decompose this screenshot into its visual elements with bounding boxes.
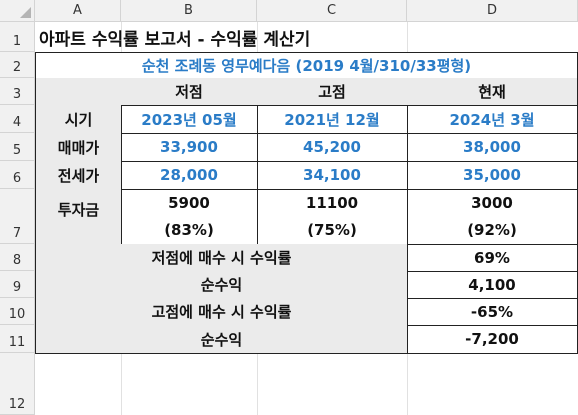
gridline [407,22,408,52]
period-high-cell[interactable]: 2021년 12월 [257,105,408,134]
net-profit-high-value-cell[interactable]: -7,200 [407,325,578,354]
investment-now-value: 3000 [471,193,513,212]
buy-low-return-value-cell[interactable]: 69% [407,244,578,272]
row-header-3[interactable]: 3 [0,78,35,105]
buy-high-return-label-cell[interactable]: 고점에 매수 시 수익률 [35,298,408,326]
row-header-10[interactable]: 10 [0,298,35,325]
investment-high-value: 11100 [305,193,359,212]
sale-price-now-cell[interactable]: 38,000 [407,133,578,162]
investment-label-cell[interactable]: 투자금 [35,189,122,245]
select-all-triangle-icon [20,7,31,18]
investment-low-value: 5900 [168,193,210,212]
empty-header-cell[interactable] [35,78,122,106]
investment-now-ratio: (92%) [467,221,517,240]
gridline [121,353,122,415]
header-now-cell[interactable]: 현재 [407,78,578,106]
column-header-d[interactable]: D [407,0,578,22]
jeonse-label-cell[interactable]: 전세가 [35,161,122,190]
column-header-c[interactable]: C [257,0,407,22]
sale-price-high-cell[interactable]: 45,200 [257,133,408,162]
row-header-4[interactable]: 4 [0,105,35,133]
column-header-a[interactable]: A [35,0,121,22]
net-profit-low-label-cell[interactable]: 순수익 [35,271,408,299]
row-header-7[interactable]: 7 [0,189,35,244]
row-header-12[interactable]: 12 [0,353,35,415]
buy-high-return-value-cell[interactable]: -65% [407,298,578,326]
net-profit-high-label-cell[interactable]: 순수익 [35,325,408,354]
header-low-cell[interactable]: 저점 [121,78,258,106]
sale-price-low-cell[interactable]: 33,900 [121,133,258,162]
jeonse-high-cell[interactable]: 34,100 [257,161,408,190]
jeonse-low-cell[interactable]: 28,000 [121,161,258,190]
row-header-11[interactable]: 11 [0,325,35,353]
row-header-9[interactable]: 9 [0,271,35,298]
gridline [257,353,258,415]
column-header-b[interactable]: B [121,0,257,22]
period-now-cell[interactable]: 2024년 3월 [407,105,578,134]
net-profit-low-value-cell[interactable]: 4,100 [407,271,578,299]
jeonse-now-cell[interactable]: 35,000 [407,161,578,190]
select-all-corner[interactable] [0,0,35,22]
row-header-8[interactable]: 8 [0,244,35,271]
investment-label: 투자금 [57,201,100,219]
investment-now-cell[interactable]: 3000 (92%) [407,189,578,245]
investment-high-ratio: (75%) [307,221,357,240]
gridline [407,353,408,415]
row-header-1[interactable]: 1 [0,22,35,52]
report-title-cell[interactable]: 아파트 수익률 보고서 - 수익률 계산기 [39,29,311,50]
gridline [257,22,258,52]
investment-low-ratio: (83%) [164,221,214,240]
investment-low-cell[interactable]: 5900 (83%) [121,189,258,245]
sale-price-label-cell[interactable]: 매매가 [35,133,122,162]
apartment-subtitle-cell[interactable]: 순천 조례동 영무예다음 (2019 4월/310/33평형) [35,52,578,79]
gridline [121,22,122,52]
period-low-cell[interactable]: 2023년 05월 [121,105,258,134]
row-header-6[interactable]: 6 [0,161,35,189]
investment-high-cell[interactable]: 11100 (75%) [257,189,408,245]
period-label-cell[interactable]: 시기 [35,105,122,134]
row-header-5[interactable]: 5 [0,133,35,161]
header-high-cell[interactable]: 고점 [257,78,408,106]
buy-low-return-label-cell[interactable]: 저점에 매수 시 수익률 [35,244,408,272]
row-header-2[interactable]: 2 [0,52,35,78]
